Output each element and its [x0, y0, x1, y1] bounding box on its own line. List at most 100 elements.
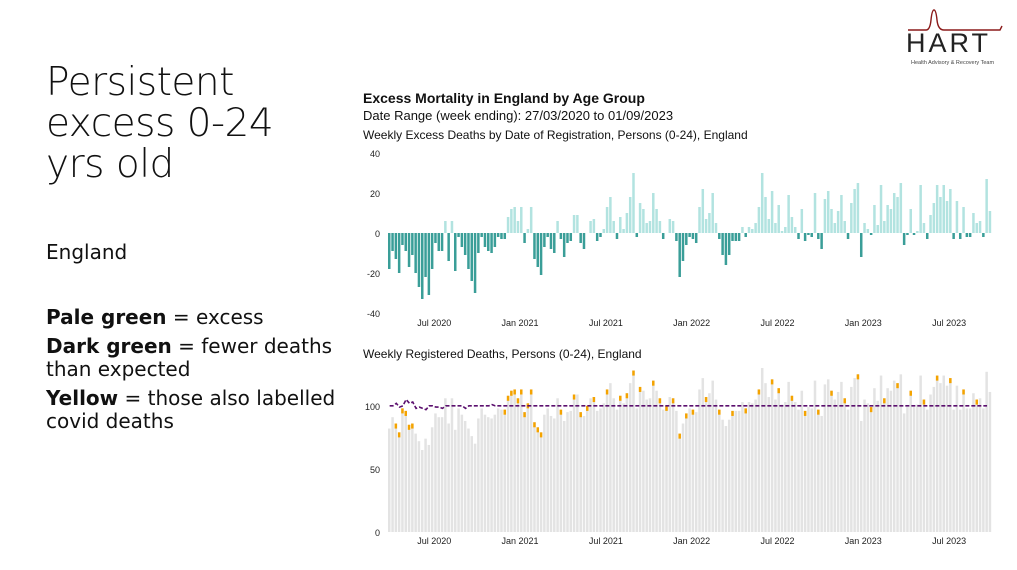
registered-bar	[952, 409, 955, 532]
covid-bar	[665, 405, 668, 411]
deficit-bar	[539, 233, 543, 275]
registered-bar	[595, 410, 599, 532]
registered-bar	[404, 410, 407, 532]
registered-bar	[859, 420, 863, 532]
y-tick-label: 0	[375, 528, 380, 538]
registered-bar	[919, 375, 922, 532]
registered-bar	[487, 417, 490, 532]
covid-bar	[625, 393, 629, 399]
registered-bar	[615, 409, 619, 532]
excess-bar	[520, 207, 523, 233]
excess-bar	[883, 221, 886, 233]
deficit-bar	[454, 233, 457, 271]
registered-bar	[579, 412, 582, 532]
x-tick-label: Jul 2022	[760, 536, 794, 546]
excess-bar	[526, 229, 530, 233]
x-tick-label: Jul 2020	[417, 536, 451, 546]
covid-bar	[394, 423, 398, 429]
registered-bar	[589, 398, 592, 532]
deficit-bar	[417, 233, 421, 287]
registered-bar	[830, 390, 833, 532]
registered-bar	[520, 389, 523, 532]
deficit-bar	[397, 233, 401, 273]
registered-bar	[556, 398, 559, 532]
registered-bar	[658, 398, 662, 532]
registered-bar	[681, 423, 685, 532]
note-excess-key: Pale green	[46, 305, 167, 329]
excess-bar	[648, 221, 652, 233]
deficit-bar	[820, 233, 823, 249]
deficit-bar	[727, 233, 731, 255]
excess-bar	[612, 221, 615, 233]
registered-bar	[965, 408, 969, 532]
registered-bar	[698, 389, 701, 532]
excess-bar	[892, 193, 896, 233]
deficit-bar	[569, 233, 573, 241]
registered-bar	[612, 398, 615, 532]
excess-bar	[866, 229, 870, 233]
registered-bar	[982, 408, 985, 532]
excess-bar	[856, 183, 860, 233]
region-label: England	[46, 240, 128, 264]
x-tick-label: Jul 2021	[589, 318, 623, 328]
registered-bar	[562, 420, 566, 532]
deficit-bar	[487, 233, 490, 251]
registered-bar	[566, 412, 569, 532]
deficit-bar	[404, 233, 407, 251]
deficit-bar	[437, 233, 441, 251]
registered-bar	[576, 394, 579, 532]
note-covid-key: Yellow	[46, 386, 119, 410]
deficit-bar	[559, 233, 563, 239]
registered-bar	[503, 409, 507, 532]
excess-bar	[922, 223, 926, 233]
registered-bar	[632, 370, 635, 532]
covid-bar	[691, 409, 695, 415]
excess-bar	[962, 207, 965, 233]
excess-bar	[909, 209, 912, 233]
registered-bar	[727, 419, 731, 532]
registered-bar	[434, 413, 437, 532]
registered-bar	[447, 423, 450, 532]
registered-bar	[833, 399, 837, 532]
deficit-bar	[968, 233, 972, 237]
note-covid: Yellow = those also labelled covid death…	[46, 387, 336, 433]
registered-bar	[945, 385, 949, 532]
excess-bar	[955, 201, 959, 233]
excess-bar	[754, 223, 757, 233]
covid-bar	[559, 409, 563, 415]
excess-bar	[836, 211, 840, 233]
excess-bar	[830, 209, 833, 233]
registered-bar	[454, 429, 457, 532]
deficit-bar	[678, 233, 681, 277]
deficit-bar	[810, 233, 813, 237]
registered-bar	[483, 414, 487, 532]
registered-bar	[642, 390, 645, 532]
covid-bar	[856, 374, 860, 380]
excess-bar	[622, 229, 625, 233]
covid-bar	[731, 410, 734, 416]
note-deficit: Dark green = fewer deaths than expected	[46, 335, 336, 381]
registered-bar	[543, 414, 546, 532]
registered-bar	[800, 390, 804, 532]
registered-bar	[896, 383, 899, 532]
registered-bar	[708, 393, 711, 532]
registered-bar	[747, 402, 751, 532]
covid-bar	[516, 398, 520, 404]
deficit-bar	[434, 233, 437, 243]
registered-bar	[516, 398, 520, 532]
excess-bar	[638, 203, 642, 233]
chart2-title: Weekly Registered Deaths, Persons (0-24)…	[363, 347, 642, 361]
deficit-bar	[430, 233, 434, 269]
excess-bar	[698, 207, 701, 233]
covid-bar	[592, 397, 596, 403]
deficit-bar	[902, 233, 906, 245]
excess-bar	[780, 231, 784, 233]
excess-bar	[645, 223, 648, 233]
registered-bar	[638, 386, 642, 532]
x-tick-label: Jul 2022	[760, 318, 794, 328]
registered-bar	[421, 450, 424, 532]
registered-bar	[869, 407, 873, 532]
covid-bar	[619, 395, 622, 401]
chart1-title: Weekly Excess Deaths by Date of Registra…	[363, 128, 748, 142]
registered-bar	[790, 395, 794, 532]
